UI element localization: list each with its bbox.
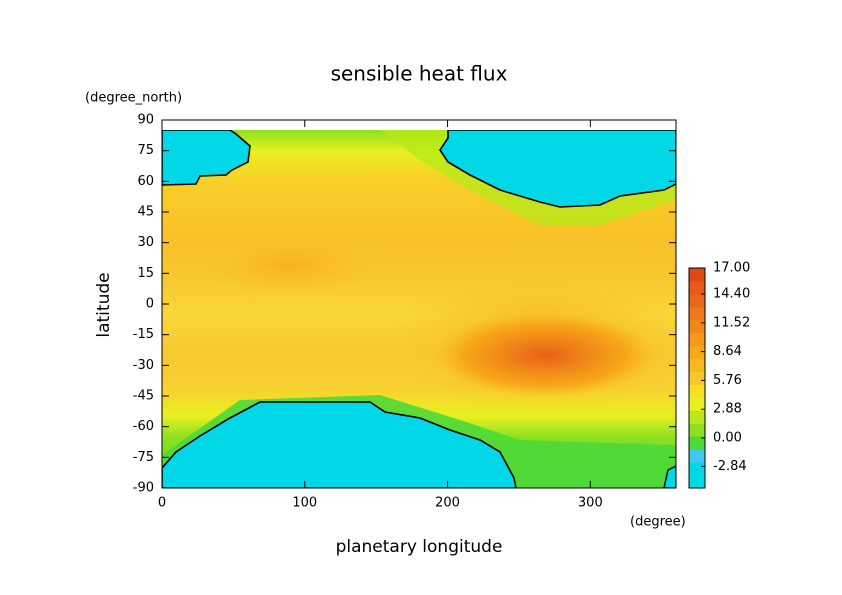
colorbar-swatch <box>689 319 705 334</box>
y-tick-label: -30 <box>133 358 154 373</box>
x-unit: (degree) <box>630 515 686 530</box>
colorbar-swatch <box>689 293 705 308</box>
y-tick-label: 90 <box>137 113 154 128</box>
x-tick-label: 0 <box>158 496 166 511</box>
y-axis-label: latitude <box>94 272 114 337</box>
colorbar-swatch <box>689 475 705 489</box>
land-ice <box>162 130 251 186</box>
y-tick-label: -45 <box>133 389 154 404</box>
field-hot <box>435 313 655 397</box>
y-tick-label: 75 <box>137 143 154 158</box>
colorbar-tick-label: 11.52 <box>713 315 750 330</box>
y-tick-label: 30 <box>137 235 154 250</box>
y-tick-label: 45 <box>137 205 154 220</box>
colorbar-swatch <box>689 449 705 463</box>
field <box>162 130 676 488</box>
y-tick-label: 15 <box>137 266 154 281</box>
colorbar-tick-label: 8.64 <box>713 344 742 359</box>
colorbar-swatch <box>689 436 705 450</box>
colorbar-swatch <box>689 306 705 321</box>
land-ice <box>663 465 676 488</box>
y-tick-label: 60 <box>137 174 154 189</box>
x-axis-label: planetary longitude <box>336 537 503 557</box>
field-warm <box>200 235 380 295</box>
y-tick-label: 0 <box>146 297 154 312</box>
land-ice <box>162 401 517 488</box>
colorbar-tick-label: 0.00 <box>713 431 742 446</box>
colorbar-tick-label: -2.84 <box>713 459 747 474</box>
colorbar-swatch <box>689 280 705 295</box>
colorbar-tick-label: 2.88 <box>713 402 742 417</box>
colorbar-frame <box>688 267 706 489</box>
colorbar-swatch <box>689 423 705 437</box>
land-ice <box>439 130 676 208</box>
colorbar-swatch <box>689 345 705 360</box>
colorbar-swatch <box>689 332 705 347</box>
colorbar-swatch <box>689 371 705 385</box>
y-tick-label: -15 <box>133 327 154 342</box>
x-tick-label: 100 <box>292 496 317 511</box>
colorbar-swatch <box>689 358 705 373</box>
colorbar-swatch <box>689 397 705 411</box>
y-tick-label: -75 <box>133 450 154 465</box>
chart-title: sensible heat flux <box>331 62 508 86</box>
colorbar-swatch <box>689 384 705 398</box>
colorbar-tick-label: 5.76 <box>713 373 742 388</box>
colorbar-swatch <box>689 410 705 424</box>
colorbar-tick-label: 17.00 <box>713 261 750 276</box>
y-tick-label: -90 <box>133 481 154 496</box>
y-unit: (degree_north) <box>85 91 182 106</box>
colorbar-swatch <box>689 462 705 476</box>
x-tick-label: 300 <box>578 496 603 511</box>
colorbar-swatch <box>689 268 705 282</box>
y-tick-label: -60 <box>133 419 154 434</box>
colorbar-tick-label: 14.40 <box>713 287 750 302</box>
x-tick-label: 200 <box>435 496 460 511</box>
